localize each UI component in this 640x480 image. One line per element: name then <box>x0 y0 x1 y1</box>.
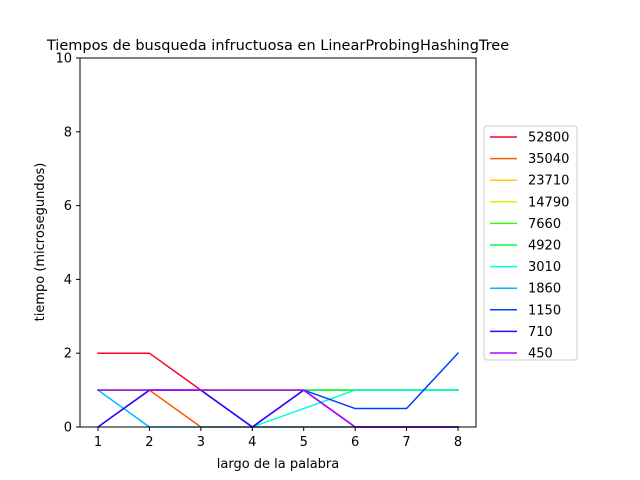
y-tick-label: 8 <box>64 125 72 140</box>
axes-frame <box>79 57 477 428</box>
chart-title: Tiempos de busqueda infructuosa en Linea… <box>46 38 509 54</box>
legend-label-1860: 1860 <box>528 282 561 297</box>
y-tick-label: 4 <box>64 273 72 288</box>
y-axis: 0 2 4 6 8 10 <box>55 52 80 436</box>
legend-frame <box>483 125 578 361</box>
x-tick-label: 3 <box>197 435 205 450</box>
x-axis: 1 2 3 4 5 6 7 8 <box>94 427 462 450</box>
legend-items: 52800 35040 23710 14790 7660 4920 3010 1860 1150… <box>490 131 569 362</box>
y-tick-label: 6 <box>64 199 72 214</box>
legend-label-4920: 4920 <box>528 239 561 254</box>
legend-label-35040: 35040 <box>528 152 569 167</box>
legend-label-710: 710 <box>528 325 553 340</box>
legend-label-14790: 14790 <box>528 195 569 210</box>
x-tick-label: 2 <box>145 435 153 450</box>
legend-label-450: 450 <box>528 347 553 362</box>
y-tick-label: 10 <box>55 52 72 67</box>
plot-area <box>79 57 477 429</box>
legend: 52800 35040 23710 14790 7660 4920 3010 1860 1150… <box>483 125 578 362</box>
x-tick-label: 1 <box>94 435 102 450</box>
x-tick-label: 4 <box>248 435 256 450</box>
y-tick-label: 2 <box>64 347 72 362</box>
x-tick-label: 8 <box>454 435 462 450</box>
x-tick-label: 5 <box>300 435 308 450</box>
legend-label-3010: 3010 <box>528 260 561 275</box>
x-tick-label: 6 <box>351 435 359 450</box>
legend-label-52800: 52800 <box>528 131 569 146</box>
legend-label-7660: 7660 <box>528 217 561 232</box>
x-axis-label: largo de la palabra <box>217 457 339 472</box>
x-tick-label: 7 <box>402 435 410 450</box>
legend-label-1150: 1150 <box>528 303 561 318</box>
y-axis-label: tiempo (microsegundos) <box>33 163 48 322</box>
legend-label-23710: 23710 <box>528 174 569 189</box>
y-tick-label: 0 <box>64 421 72 436</box>
